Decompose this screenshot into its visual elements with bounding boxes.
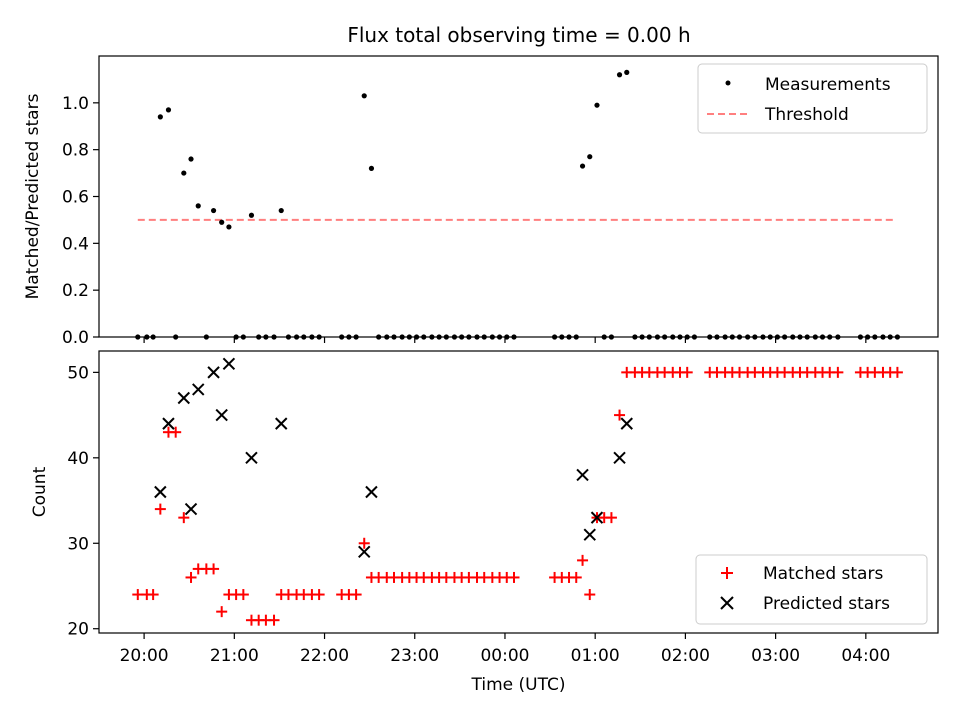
predicted-star-point [576,468,589,482]
legend-threshold-label: Threshold [764,105,849,125]
measurement-point [248,212,255,218]
matched-star-point [614,409,626,421]
bottom-plot-frame [98,350,939,634]
measurement-point [157,114,163,120]
measurement-point [594,102,600,108]
x-tick-label: 01:00 [571,646,620,666]
matched-star-point [185,571,197,583]
legend-predicted-marker [720,596,734,610]
predicted-star-point [245,451,258,465]
x-tick-label: 22:00 [300,646,349,666]
legend-matched-marker [721,567,733,579]
measurement-point [616,72,623,78]
predicted-star-point [154,485,167,499]
bottom-y-tick-label: 50 [67,363,89,383]
x-tick-label: 20:00 [120,646,169,666]
predicted-star-point [358,545,371,559]
legend-measurements-label: Measurements [765,75,891,95]
predicted-star-point [583,528,596,541]
legend-predicted-label: Predicted stars [763,594,890,614]
matched-star-point [681,366,693,378]
predicted-star-point [613,451,626,465]
matched-star-point [178,512,190,524]
matched-star-point [577,554,589,566]
top-y-tick-label: 0.0 [62,328,89,348]
bottom-y-axis-label: Count [30,466,50,517]
predicted-star-point [275,417,288,430]
matched-star-point [268,614,280,626]
bottom-x-ticks: 20:00 21:00 22:00 23:00 00:00 01:00 02:00 03:00… [120,633,890,666]
predicted-star-point [590,511,604,524]
matched-star-point [584,589,596,601]
top-y-tick-label: 0.6 [62,188,89,208]
measurement-point [181,170,187,176]
measurement-point [219,219,225,225]
predicted-star-point [215,408,228,422]
top-y-tick-label: 1.0 [62,94,89,114]
matched-star-point [358,537,370,549]
matched-star-point [154,503,166,515]
legend-matched-label: Matched stars [763,564,883,584]
x-tick-label: 04:00 [841,646,890,666]
measurement-point [624,69,630,75]
predicted-star-point [365,485,378,499]
measurement-point [165,107,172,113]
x-tick-label: 21:00 [210,646,259,666]
matched-stars-points [132,366,903,626]
predicted-star-point [162,417,175,430]
x-tick-label: 00:00 [480,646,529,666]
top-y-ticks: 0.0 0.2 0.4 0.6 0.8 1.0 [62,94,99,348]
matched-star-point [237,589,249,601]
measurement-point [210,207,217,214]
matched-star-point [605,512,617,524]
matched-star-point [170,426,182,438]
predicted-star-point [620,417,633,430]
measurement-point [368,165,375,171]
matched-star-point [208,563,220,575]
top-plot-frame [98,55,939,338]
predicted-star-point [207,366,220,379]
bottom-legend-box [695,554,928,625]
bottom-legend: Matched stars Predicted stars [695,554,928,625]
measurement-point [579,163,586,169]
matched-star-point [891,366,903,378]
top-y-tick-label: 0.8 [62,141,89,161]
bottom-y-tick-label: 40 [67,449,89,469]
predicted-star-point [184,502,198,516]
matched-star-point [508,571,520,583]
bottom-y-tick-label: 20 [67,620,89,640]
top-y-tick-label: 0.4 [62,234,89,254]
measurement-point [195,203,201,209]
matched-star-point [147,589,159,601]
top-y-axis-label: Matched/Predicted stars [23,93,43,299]
x-tick-label: 03:00 [751,646,800,666]
measurement-point [188,156,194,162]
bottom-y-tick-label: 30 [67,534,89,554]
matched-star-point [350,589,362,601]
predicted-stars-points [154,357,633,559]
matched-star-point [216,606,228,618]
legend-measurement-marker [725,80,731,86]
bottom-y-ticks: 20 30 40 50 [67,363,99,640]
x-tick-label: 23:00 [390,646,439,666]
matched-star-point [832,366,844,378]
bottom-panel: 20 30 40 50 20:00 21:00 22:00 23:00 00:00 01:00 0… [30,350,939,695]
predicted-star-point [192,383,205,396]
predicted-star-point [222,357,236,371]
top-panel: 0.0 0.2 0.4 0.6 0.8 1.0 Matched/Predicted sta… [23,55,939,348]
top-y-tick-label: 0.2 [62,281,89,301]
figure-title: Flux total observing time = 0.00 h [347,23,690,47]
measurement-point [587,154,593,160]
predicted-star-point [177,391,191,405]
top-legend: Measurements Threshold [697,63,928,134]
matched-star-point [313,589,325,601]
measurement-point [278,207,284,214]
x-tick-label: 02:00 [661,646,710,666]
measurement-point [226,224,232,230]
top-legend-box [697,63,928,134]
x-axis-label: Time (UTC) [471,675,566,695]
matched-star-point [570,571,582,583]
measurement-point [361,93,367,99]
